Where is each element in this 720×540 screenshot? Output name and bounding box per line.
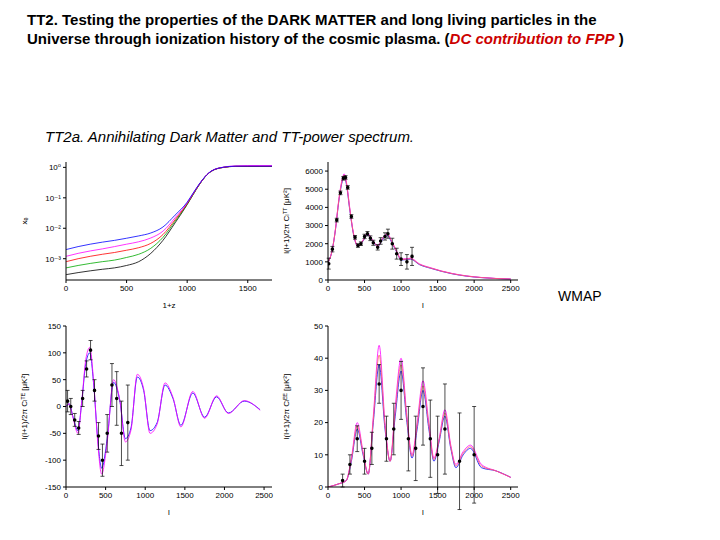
svg-text:50: 50 — [314, 322, 323, 331]
svg-text:2000: 2000 — [216, 491, 234, 500]
svg-text:5000: 5000 — [305, 185, 323, 194]
svg-text:4000: 4000 — [305, 203, 323, 212]
svg-text:1000: 1000 — [305, 258, 323, 267]
svg-text:500: 500 — [120, 284, 134, 293]
svg-text:40: 40 — [314, 354, 323, 363]
svg-text:30: 30 — [314, 386, 323, 395]
svg-text:2500: 2500 — [502, 284, 520, 293]
svg-text:150: 150 — [48, 322, 62, 331]
svg-text:10⁻²: 10⁻² — [45, 224, 61, 233]
svg-text:500: 500 — [99, 491, 113, 500]
html-text:TT2a. Annihilating Dark Matter: TT2a. Annihilating Dark Matter and TT-po… — [45, 128, 414, 145]
svg-text:-100: -100 — [45, 456, 62, 465]
svg-text:1500: 1500 — [429, 491, 447, 500]
svg-text:l: l — [422, 508, 424, 515]
svg-text:10: 10 — [314, 451, 323, 460]
svg-text:2500: 2500 — [255, 491, 273, 500]
svg-text:l: l — [168, 508, 170, 515]
svg-text:500: 500 — [358, 491, 372, 500]
svg-text:0: 0 — [319, 276, 324, 285]
svg-text:0: 0 — [326, 491, 331, 500]
svg-text:l(l+1)/2π Cₗᴱᴱ [μK²]: l(l+1)/2π Cₗᴱᴱ [μK²] — [282, 374, 291, 439]
svg-text:500: 500 — [358, 284, 372, 293]
svg-text:2500: 2500 — [502, 491, 520, 500]
svg-text:50: 50 — [52, 376, 61, 385]
html-text:TT2. Testing the properties of: TT2. Testing the properties of the DARK … — [27, 11, 624, 47]
svg-text:l(l+1)/2π Cₗᵀᴱ [μK²]: l(l+1)/2π Cₗᵀᴱ [μK²] — [20, 374, 29, 440]
html-text:WMAP: WMAP — [558, 288, 602, 304]
svg-text:20: 20 — [314, 418, 323, 427]
svg-text:100: 100 — [48, 349, 62, 358]
svg-text:-150: -150 — [45, 483, 62, 492]
svg-text:6000: 6000 — [305, 167, 323, 176]
svg-text:1500: 1500 — [429, 284, 447, 293]
svg-text:0: 0 — [326, 284, 331, 293]
svg-text:1500: 1500 — [239, 284, 257, 293]
svg-text:10⁰: 10⁰ — [49, 163, 61, 172]
svg-text:1000: 1000 — [392, 491, 410, 500]
svg-text:-50: -50 — [49, 429, 61, 438]
svg-text:3000: 3000 — [305, 221, 323, 230]
svg-text:xₑ: xₑ — [20, 217, 29, 224]
svg-text:0: 0 — [64, 284, 69, 293]
svg-text:1000: 1000 — [178, 284, 196, 293]
svg-text:l: l — [422, 301, 424, 308]
svg-text:l(l+1)/2π Cₗᵀᵀ [μK²]: l(l+1)/2π Cₗᵀᵀ [μK²] — [282, 188, 291, 254]
svg-text:10⁻¹: 10⁻¹ — [45, 194, 61, 203]
svg-text:2000: 2000 — [465, 284, 483, 293]
svg-text:1500: 1500 — [176, 491, 194, 500]
svg-text:0: 0 — [57, 402, 62, 411]
svg-text:0: 0 — [64, 491, 69, 500]
svg-text:2000: 2000 — [465, 491, 483, 500]
svg-text:0: 0 — [319, 483, 324, 492]
svg-text:1000: 1000 — [136, 491, 154, 500]
svg-text:1000: 1000 — [392, 284, 410, 293]
svg-text:1+z: 1+z — [162, 301, 175, 308]
svg-text:10⁻³: 10⁻³ — [45, 255, 61, 264]
svg-text:2000: 2000 — [305, 240, 323, 249]
